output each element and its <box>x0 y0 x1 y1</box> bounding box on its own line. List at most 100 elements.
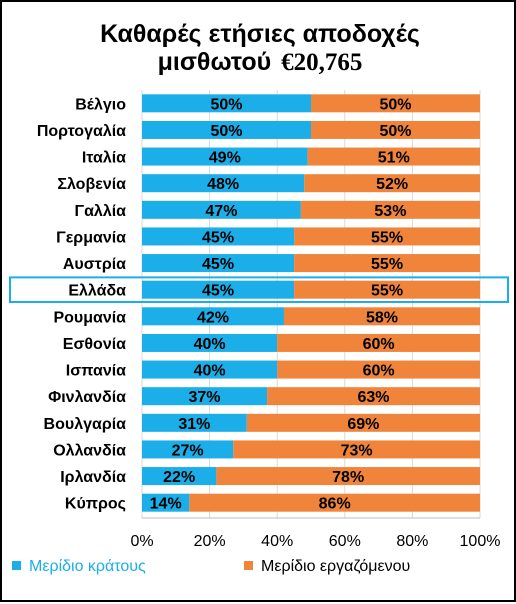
bar-state-share <box>142 254 295 273</box>
category-label: Ιρλανδία <box>60 469 126 486</box>
data-label-employee: 53% <box>374 203 406 220</box>
category-label: Ισπανία <box>66 363 126 380</box>
data-label-state: 42% <box>197 309 229 326</box>
data-label-state: 45% <box>202 256 234 273</box>
legend-label-state: Μερίδιο κράτους <box>29 558 146 575</box>
bar-employee-share <box>233 440 480 459</box>
bar-employee-share <box>267 387 480 406</box>
category-label: Κύπρος <box>65 496 126 513</box>
legend-swatch-state <box>12 561 21 570</box>
chart-title: Καθαρές ετήσιες αποδοχές <box>100 20 420 48</box>
category-label: Βουλγαρία <box>44 416 127 433</box>
x-axis-ticks: 0% 20% 40% 60% 80% 100% <box>130 533 500 550</box>
bar-employee-share <box>294 227 480 246</box>
category-label: Ελλάδα <box>68 283 126 300</box>
category-labels: Βέλγιο Πορτογαλία Ιταλία Σλοβενία Γαλλία Γερμ… <box>37 96 126 512</box>
bar-state-share <box>142 147 308 166</box>
bar-employee-share <box>307 147 480 166</box>
data-label-state: 48% <box>207 176 239 193</box>
data-label-employee: 52% <box>376 176 408 193</box>
category-label: Σλοβενία <box>57 176 126 193</box>
legend: Μερίδιο κράτους Μερίδιο εργαζόμενου <box>12 558 410 575</box>
data-label-state: 37% <box>189 389 221 406</box>
bar-employee-share <box>277 360 480 379</box>
data-label-employee: 60% <box>363 363 395 380</box>
category-label: Ιταλία <box>82 150 126 167</box>
highlight-layer <box>9 276 509 303</box>
data-label-employee: 60% <box>363 336 395 353</box>
data-label-state: 47% <box>205 203 237 220</box>
data-label-employee: 50% <box>379 123 411 140</box>
bar-state-share <box>142 280 295 299</box>
data-label-employee: 55% <box>371 229 403 246</box>
chart-title-line2: μισθωτού €20,765 <box>158 48 363 76</box>
data-label-employee: 55% <box>371 283 403 300</box>
category-label: Γερμανία <box>56 229 126 246</box>
bar-state-share <box>142 94 311 113</box>
x-tick-label: 100% <box>460 533 501 550</box>
category-label: Εσθονία <box>63 336 126 353</box>
bar-employee-share <box>294 254 480 273</box>
bar-state-share <box>142 174 305 193</box>
category-label: Πορτογαλία <box>37 123 126 140</box>
legend-label-employee: Μερίδιο εργαζόμενου <box>261 558 410 575</box>
data-label-state: 50% <box>210 123 242 140</box>
category-label: Βέλγιο <box>75 96 126 113</box>
bar-state-share <box>142 387 268 406</box>
bar-state-share <box>142 120 311 139</box>
bar-state-share <box>142 333 278 352</box>
bar-state-share <box>142 440 234 459</box>
bar-employee-share <box>189 493 480 512</box>
bar-employee-share <box>304 174 480 193</box>
chart-title-word: μισθωτού <box>158 48 272 76</box>
bar-employee-share <box>300 200 480 219</box>
bar-state-share <box>142 200 301 219</box>
bar-state-share <box>142 227 295 246</box>
data-label-employee: 55% <box>371 256 403 273</box>
x-tick-label: 80% <box>396 533 428 550</box>
data-label-state: 50% <box>210 96 242 113</box>
data-label-employee: 63% <box>358 389 390 406</box>
category-label: Ρουμανία <box>53 309 126 326</box>
x-tick-label: 40% <box>261 533 293 550</box>
category-label: Αυστρία <box>63 256 126 273</box>
x-tick-label: 60% <box>329 533 361 550</box>
x-tick-label: 20% <box>194 533 226 550</box>
bar-employee-share <box>283 307 480 326</box>
data-label-state: 31% <box>178 416 210 433</box>
data-label-state: 45% <box>202 283 234 300</box>
bar-employee-share <box>216 467 481 486</box>
bars <box>142 94 481 512</box>
bar-employee-share <box>311 120 480 139</box>
data-label-employee: 51% <box>378 150 410 167</box>
bar-employee-share <box>277 333 480 352</box>
data-label-employee: 78% <box>332 469 364 486</box>
data-label-state: 45% <box>202 229 234 246</box>
category-label: Φινλανδία <box>48 389 126 406</box>
bar-state-share <box>142 307 284 326</box>
chart-title-value: €20,765 <box>281 49 362 76</box>
data-label-employee: 50% <box>379 96 411 113</box>
legend-swatch-employee <box>244 561 253 570</box>
data-labels: 50% 50% 50% 50% 49% 51% 48% 52% 47% 53% 45% 55% 45% 5… <box>150 96 412 512</box>
data-label-employee: 69% <box>347 416 379 433</box>
data-label-state: 49% <box>209 150 241 167</box>
data-label-employee: 86% <box>319 496 351 513</box>
data-label-employee: 73% <box>341 442 373 459</box>
bar-employee-share <box>311 94 480 113</box>
data-label-state: 22% <box>163 469 195 486</box>
data-label-state: 40% <box>194 363 226 380</box>
bar-state-share <box>142 360 278 379</box>
bar-state-share <box>142 413 247 432</box>
bar-employee-share <box>246 413 480 432</box>
data-label-state: 40% <box>194 336 226 353</box>
data-label-state: 27% <box>172 442 204 459</box>
highlight-box <box>9 276 509 303</box>
category-label: Ολλανδία <box>53 442 126 459</box>
data-label-state: 14% <box>150 496 182 513</box>
bar-state-share <box>142 493 190 512</box>
category-label: Γαλλία <box>74 203 126 220</box>
bar-employee-share <box>294 280 480 299</box>
